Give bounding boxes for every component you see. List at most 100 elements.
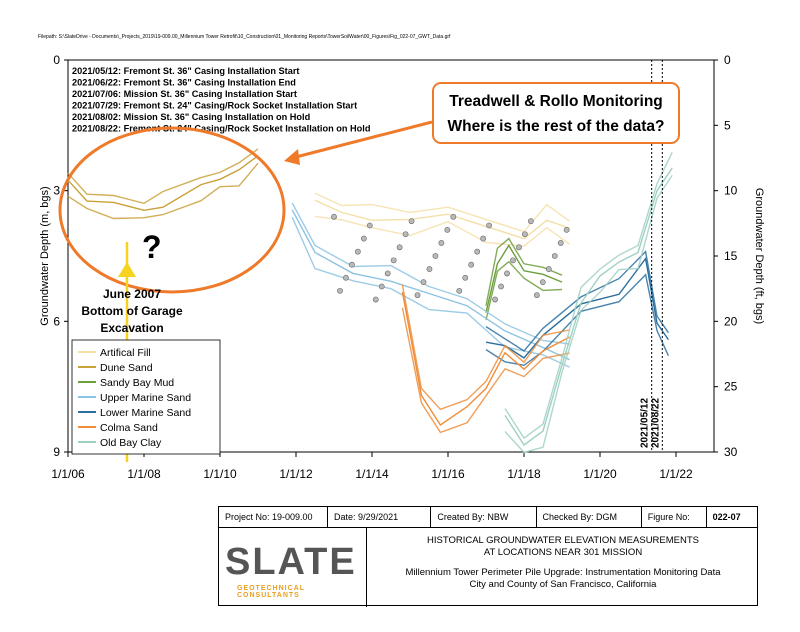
data-point [343, 274, 349, 281]
event-text: 2021/08/02: Mission St. 36" Casing Insta… [72, 112, 310, 122]
slate-logo: SLATE GEOTECHNICAL CONSULTANTS [219, 527, 367, 607]
series-line [291, 202, 570, 345]
data-point [533, 292, 540, 299]
data-points [331, 213, 570, 303]
data-point [516, 244, 522, 251]
y-tick-label-right: 0 [724, 53, 731, 67]
series-line [67, 148, 259, 205]
data-point [337, 287, 343, 294]
legend-label: Dune Sand [100, 362, 153, 374]
callout-line-1: Treadwell & Rollo Monitoring [449, 93, 663, 110]
data-point [426, 266, 433, 272]
legend-label: Upper Marine Sand [100, 392, 191, 404]
data-point [390, 257, 397, 264]
callout-arrow [291, 120, 433, 160]
data-point [563, 226, 570, 233]
figure-desc-1: Millennium Tower Perimeter Pile Upgrade:… [405, 567, 721, 578]
y-tick-label-right: 25 [724, 380, 738, 394]
data-point [539, 279, 546, 286]
data-point [360, 235, 367, 242]
data-point [444, 226, 451, 233]
data-point [462, 274, 469, 281]
series-line [314, 215, 571, 247]
data-point [432, 253, 439, 259]
data-point [468, 261, 475, 268]
series-line [504, 175, 673, 454]
y-tick-label-left: 3 [53, 184, 60, 198]
created-by: Created By: NBW [431, 507, 537, 527]
data-point [498, 283, 504, 290]
june-label-3: Excavation [100, 321, 163, 335]
series-line [67, 155, 259, 212]
series-line [314, 192, 571, 233]
y-ticks-left: 0 3 6 9 [53, 53, 68, 459]
series-line [485, 260, 563, 321]
series-line [401, 284, 570, 411]
legend-label: Sandy Bay Mud [100, 377, 174, 389]
data-point [420, 279, 427, 286]
figure-title-1: HISTORICAL GROUNDWATER ELEVATION MEASURE… [426, 535, 699, 546]
legend-label: Artifical Fill [100, 347, 151, 359]
y-tick-label-right: 10 [724, 184, 738, 198]
event-text: 2021/05/12: Fremont St. 36" Casing Insta… [72, 66, 299, 76]
data-point [384, 270, 391, 277]
event-line-label: 2021/08/22 [650, 398, 661, 448]
data-point [504, 270, 510, 277]
y-tick-label-left: 9 [53, 445, 60, 459]
series-line [314, 199, 570, 240]
title-block-meta-row: Project No: 19-009.00 Date: 9/29/2021 Cr… [219, 507, 757, 528]
data-point [557, 240, 564, 246]
logo-wordmark: SLATE [225, 541, 357, 583]
x-tick-label: 1/1/16 [431, 467, 465, 481]
data-point [366, 222, 373, 229]
y-tick-label-right: 30 [724, 445, 738, 459]
data-point [396, 244, 403, 251]
data-point [474, 248, 481, 255]
data-point [480, 235, 487, 242]
x-tick-label: 1/1/22 [659, 467, 693, 481]
y-tick-label-left: 6 [53, 314, 60, 328]
data-point [402, 231, 409, 238]
y-tick-label-right: 15 [724, 249, 738, 263]
event-text: 2021/07/29: Fremont St. 24" Casing/Rock … [72, 101, 357, 111]
callout-box: Treadwell & Rollo Monitoring Where is th… [432, 82, 680, 144]
series-layer [67, 148, 673, 454]
figure-desc-2: City and County of San Francisco, Califo… [469, 579, 657, 590]
data-point [486, 222, 493, 229]
event-text: 2021/06/22: Fremont St. 36" Casing Insta… [72, 78, 296, 88]
data-point [527, 218, 534, 225]
data-point [331, 213, 337, 220]
legend-box [71, 339, 221, 455]
x-ticks: 1/1/06 1/1/08 1/1/10 1/1/12 1/1/14 1/1/16 1/1/… [51, 452, 693, 481]
legend-label: Old Bay Clay [100, 437, 162, 449]
callout-line-2: Where is the rest of the data? [447, 118, 665, 135]
x-tick-label: 1/1/08 [127, 467, 161, 481]
series-line [504, 167, 673, 447]
date: Date: 9/29/2021 [328, 507, 432, 527]
legend-label: Lower Marine Sand [100, 407, 191, 419]
excavation-marker-arrow [118, 262, 136, 277]
y-ticks-right: 0 5 10 15 20 25 30 [714, 53, 738, 459]
project-number: Project No: 19-009.00 [219, 507, 329, 527]
data-point [492, 296, 498, 303]
data-point [510, 257, 516, 264]
y-axis-label-right: Groundwater Depth (ft, bgs) [753, 188, 765, 324]
data-point [372, 296, 379, 303]
series-line [291, 209, 570, 361]
series-line [401, 291, 570, 426]
question-mark: ? [142, 229, 162, 265]
callout-arrow-head [284, 149, 300, 165]
x-tick-label: 1/1/12 [279, 467, 313, 481]
data-point [408, 218, 415, 225]
series-line [401, 307, 570, 434]
legend-label: Colma Sand [100, 422, 158, 434]
event-text: 2021/07/06: Mission St. 36" Casing Insta… [72, 89, 297, 99]
legend: Artifical Fill Dune Sand Sandy Bay Mud Uppe… [71, 339, 221, 455]
data-point [348, 261, 355, 268]
data-point [414, 292, 421, 299]
data-point [354, 248, 361, 255]
file-path: Filepath: S:\SlateDrive - Documents\_Pro… [38, 34, 451, 40]
data-point [438, 240, 445, 246]
data-point [551, 253, 558, 259]
data-point [456, 287, 463, 294]
